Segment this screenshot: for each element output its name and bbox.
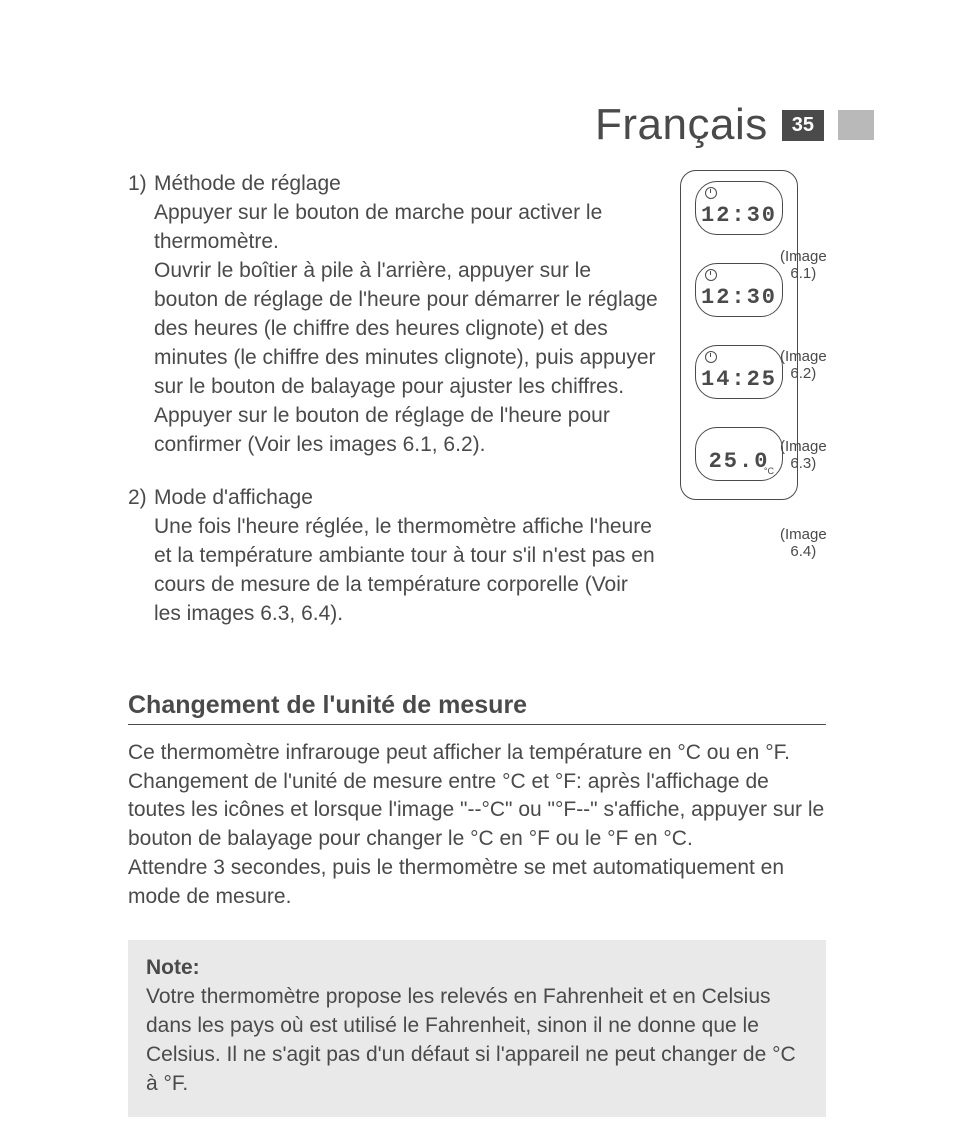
list-title: Méthode de réglage — [154, 172, 341, 195]
list-text: Une fois l'heure réglée, le thermomètre … — [154, 515, 655, 625]
unit-label: °C — [764, 466, 774, 476]
note-body: Votre thermomètre propose les relevés en… — [146, 983, 808, 1099]
figure-caption: (Image 6.4) — [780, 526, 827, 561]
page-header: Français 35 — [595, 100, 874, 150]
list-body: Méthode de réglage Appuyer sur le bouton… — [154, 170, 658, 460]
lcd-display: 12:30 — [695, 263, 783, 317]
list-title: Mode d'affichage — [154, 486, 313, 509]
section-paragraph: Ce thermomètre infrarouge peut afficher … — [128, 739, 826, 913]
figure-column: 12:30 12:30 14:25 25.0 °C (Image — [676, 170, 826, 653]
intro-columns: 1) Méthode de réglage Appuyer sur le bou… — [128, 170, 826, 653]
figure-caption: (Image 6.1) — [780, 248, 827, 283]
list-number: 2) — [128, 484, 154, 629]
clock-icon — [705, 187, 717, 199]
section-heading: Changement de l'unité de mesure — [128, 691, 826, 725]
clock-icon — [705, 269, 717, 281]
text-column: 1) Méthode de réglage Appuyer sur le bou… — [128, 170, 658, 653]
note-title: Note: — [146, 954, 808, 983]
page-number-badge: 35 — [782, 110, 824, 141]
lcd-value: 12:30 — [701, 285, 777, 310]
figure-caption: (Image 6.2) — [780, 348, 827, 383]
page-body: 1) Méthode de réglage Appuyer sur le bou… — [128, 170, 826, 1117]
clock-icon — [705, 351, 717, 363]
lcd-value: 12:30 — [701, 203, 777, 228]
list-text: Appuyer sur le bouton de marche pour act… — [154, 201, 658, 456]
list-item: 1) Méthode de réglage Appuyer sur le bou… — [128, 170, 658, 460]
note-box: Note: Votre thermomètre propose les rele… — [128, 940, 826, 1117]
manual-page: Français 35 1) Méthode de réglage Appuye… — [0, 0, 954, 1141]
language-label: Français — [595, 100, 768, 150]
list-body: Mode d'affichage Une fois l'heure réglée… — [154, 484, 658, 629]
lcd-display: 12:30 — [695, 181, 783, 235]
list-item: 2) Mode d'affichage Une fois l'heure rég… — [128, 484, 658, 629]
lcd-value: 25.0 — [709, 449, 770, 474]
thumb-tab — [838, 110, 874, 140]
lcd-value: 14:25 — [701, 367, 777, 392]
figure-caption: (Image 6.3) — [780, 438, 827, 473]
lcd-display: 14:25 — [695, 345, 783, 399]
list-number: 1) — [128, 170, 154, 460]
lcd-display: 25.0 °C — [695, 427, 783, 481]
